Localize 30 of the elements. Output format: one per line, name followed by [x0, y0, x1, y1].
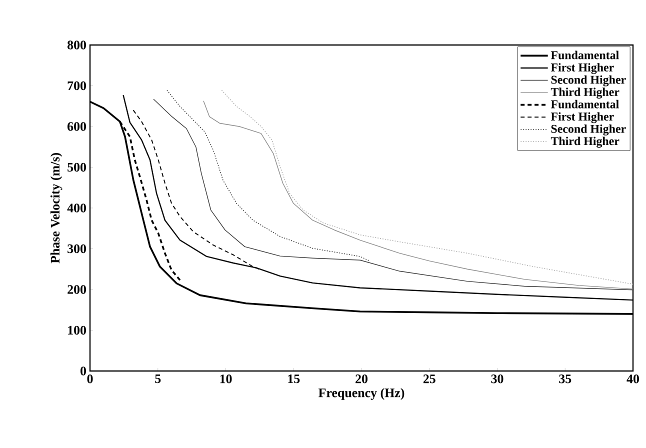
y-tick-label: 200 [68, 285, 86, 294]
x-tick-label: 10 [220, 374, 232, 384]
y-tick-label: 0 [80, 366, 86, 376]
y-tick-label: 700 [68, 81, 86, 90]
legend-label: Fundamental [550, 50, 619, 60]
x-tick-label: 0 [87, 374, 93, 384]
y-tick-label: 500 [68, 162, 86, 172]
y-tick-label: 100 [68, 326, 86, 335]
x-tick-label: 35 [559, 374, 572, 384]
y-tick-label: 400 [67, 204, 86, 212]
y-axis-title: Phase Velocity (m/s) [50, 153, 62, 264]
legend-label: Third Higher [550, 88, 620, 99]
x-tick-label: 20 [356, 374, 368, 384]
x-tick-label: 5 [155, 374, 161, 384]
legend-label: First Higher [550, 63, 614, 74]
x-tick-label: 30 [491, 374, 504, 384]
y-tick-label: 800 [68, 40, 86, 50]
legend-label: Fundamental [550, 100, 619, 108]
legend-label: Second Higher [551, 124, 626, 136]
x-tick-label: 15 [288, 374, 300, 384]
y-tick-label: 300 [68, 244, 86, 254]
x-tick-label: 25 [423, 374, 436, 384]
legend-label: Third Higher [550, 136, 620, 148]
line-series [118, 120, 181, 282]
y-tick-label: 600 [68, 122, 86, 131]
legend-label: First Higher [550, 112, 614, 124]
line-series [132, 110, 262, 270]
x-tick-label: 40 [626, 374, 639, 384]
x-axis-title: Frequency (Hz) [318, 388, 404, 400]
legend-label: Second Higher [551, 75, 626, 86]
